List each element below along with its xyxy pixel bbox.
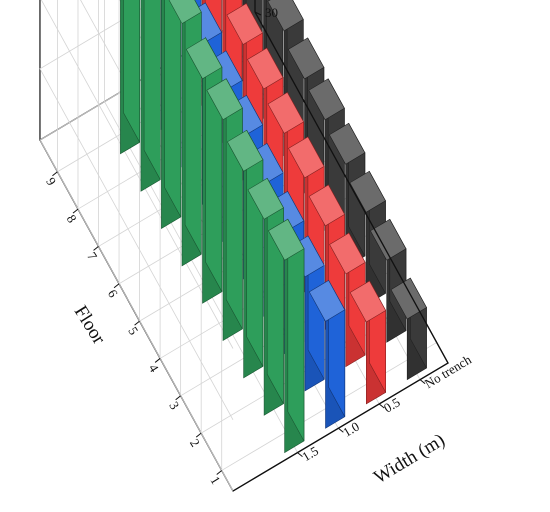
bar-1.5-floor-3 xyxy=(349,170,386,306)
bar-top-face xyxy=(329,232,366,275)
floor-tick-mark xyxy=(93,246,99,251)
floor-tick-label: 1 xyxy=(207,473,223,486)
z-tick-mark xyxy=(254,11,262,16)
bar-top-face xyxy=(226,129,264,172)
floor-tick-mark xyxy=(113,283,120,289)
bar-top-face xyxy=(328,122,366,165)
bar-top-face xyxy=(369,218,407,261)
bar-top-face xyxy=(206,78,243,121)
width-tick-label: 1.0 xyxy=(340,419,362,440)
bar-top-face xyxy=(349,280,387,323)
width-tick-label: 1.5 xyxy=(299,443,321,464)
bar-top-face xyxy=(247,47,284,90)
front-frame xyxy=(232,0,449,492)
floor-tick-mark xyxy=(52,171,58,177)
floor-tick-mark xyxy=(175,395,181,401)
floor-tick-label: 8 xyxy=(64,212,80,225)
floor-tick-label: 4 xyxy=(146,361,162,375)
bar-top-face xyxy=(267,91,305,134)
floor-tick-mark xyxy=(216,470,223,475)
bar-top-face xyxy=(226,3,263,45)
bar-front-face xyxy=(205,36,223,292)
floor-tick-label: 6 xyxy=(105,287,121,301)
bar-top-face xyxy=(287,37,325,80)
floor-tick-mark xyxy=(195,432,202,438)
bar-no-trench-floor-7 xyxy=(161,0,182,230)
bar-front-face xyxy=(123,0,140,143)
bar-top-face xyxy=(308,78,345,121)
x-axis-title: Floor xyxy=(70,302,110,349)
bar-0.5-floor-1 xyxy=(308,279,346,429)
bar-top-face xyxy=(267,218,305,261)
z-gridline xyxy=(39,0,234,420)
bar-no-trench-floor-2 xyxy=(247,177,284,416)
bars xyxy=(120,0,427,454)
bar-top-face xyxy=(247,177,284,220)
bar-top-face xyxy=(349,170,386,213)
bar-front-face xyxy=(164,0,182,218)
y-axis-title: Width (m) xyxy=(370,430,448,489)
z-tick-label: 30 xyxy=(265,5,278,20)
bar-top-face xyxy=(267,0,304,32)
bar-no-trench-floor-8 xyxy=(140,0,161,192)
front-base-edge xyxy=(232,11,449,492)
bar-front-face xyxy=(184,0,202,255)
bar-top-face xyxy=(288,136,325,179)
bar-top-face xyxy=(185,37,223,80)
floor-tick-label: 3 xyxy=(166,399,182,412)
width-tick-mark xyxy=(338,427,344,433)
floor-tick-label: 5 xyxy=(125,324,141,337)
floor-tick-label: 7 xyxy=(84,249,100,263)
bar-top-face xyxy=(308,184,346,227)
floor-tick-mark xyxy=(134,320,140,326)
bar-top-face xyxy=(168,0,202,25)
width-tick-mark xyxy=(419,379,426,385)
width-tick-label: 0.5 xyxy=(381,394,403,415)
bar-no-trench-floor-1 xyxy=(267,218,305,454)
floor-tick-label: 2 xyxy=(187,436,203,449)
floor-tick-label: 9 xyxy=(43,175,59,188)
floor-tick-mark xyxy=(72,208,79,214)
bar-top-face xyxy=(308,279,346,322)
bar-no-trench-floor-9 xyxy=(120,0,140,155)
bar-front-face xyxy=(143,0,161,180)
width-tick-mark xyxy=(378,403,385,409)
floor-tick-mark xyxy=(154,358,161,363)
z-gridline xyxy=(40,0,234,349)
bar-1.0-floor-1 xyxy=(349,280,387,405)
width-tick-mark xyxy=(297,452,303,457)
